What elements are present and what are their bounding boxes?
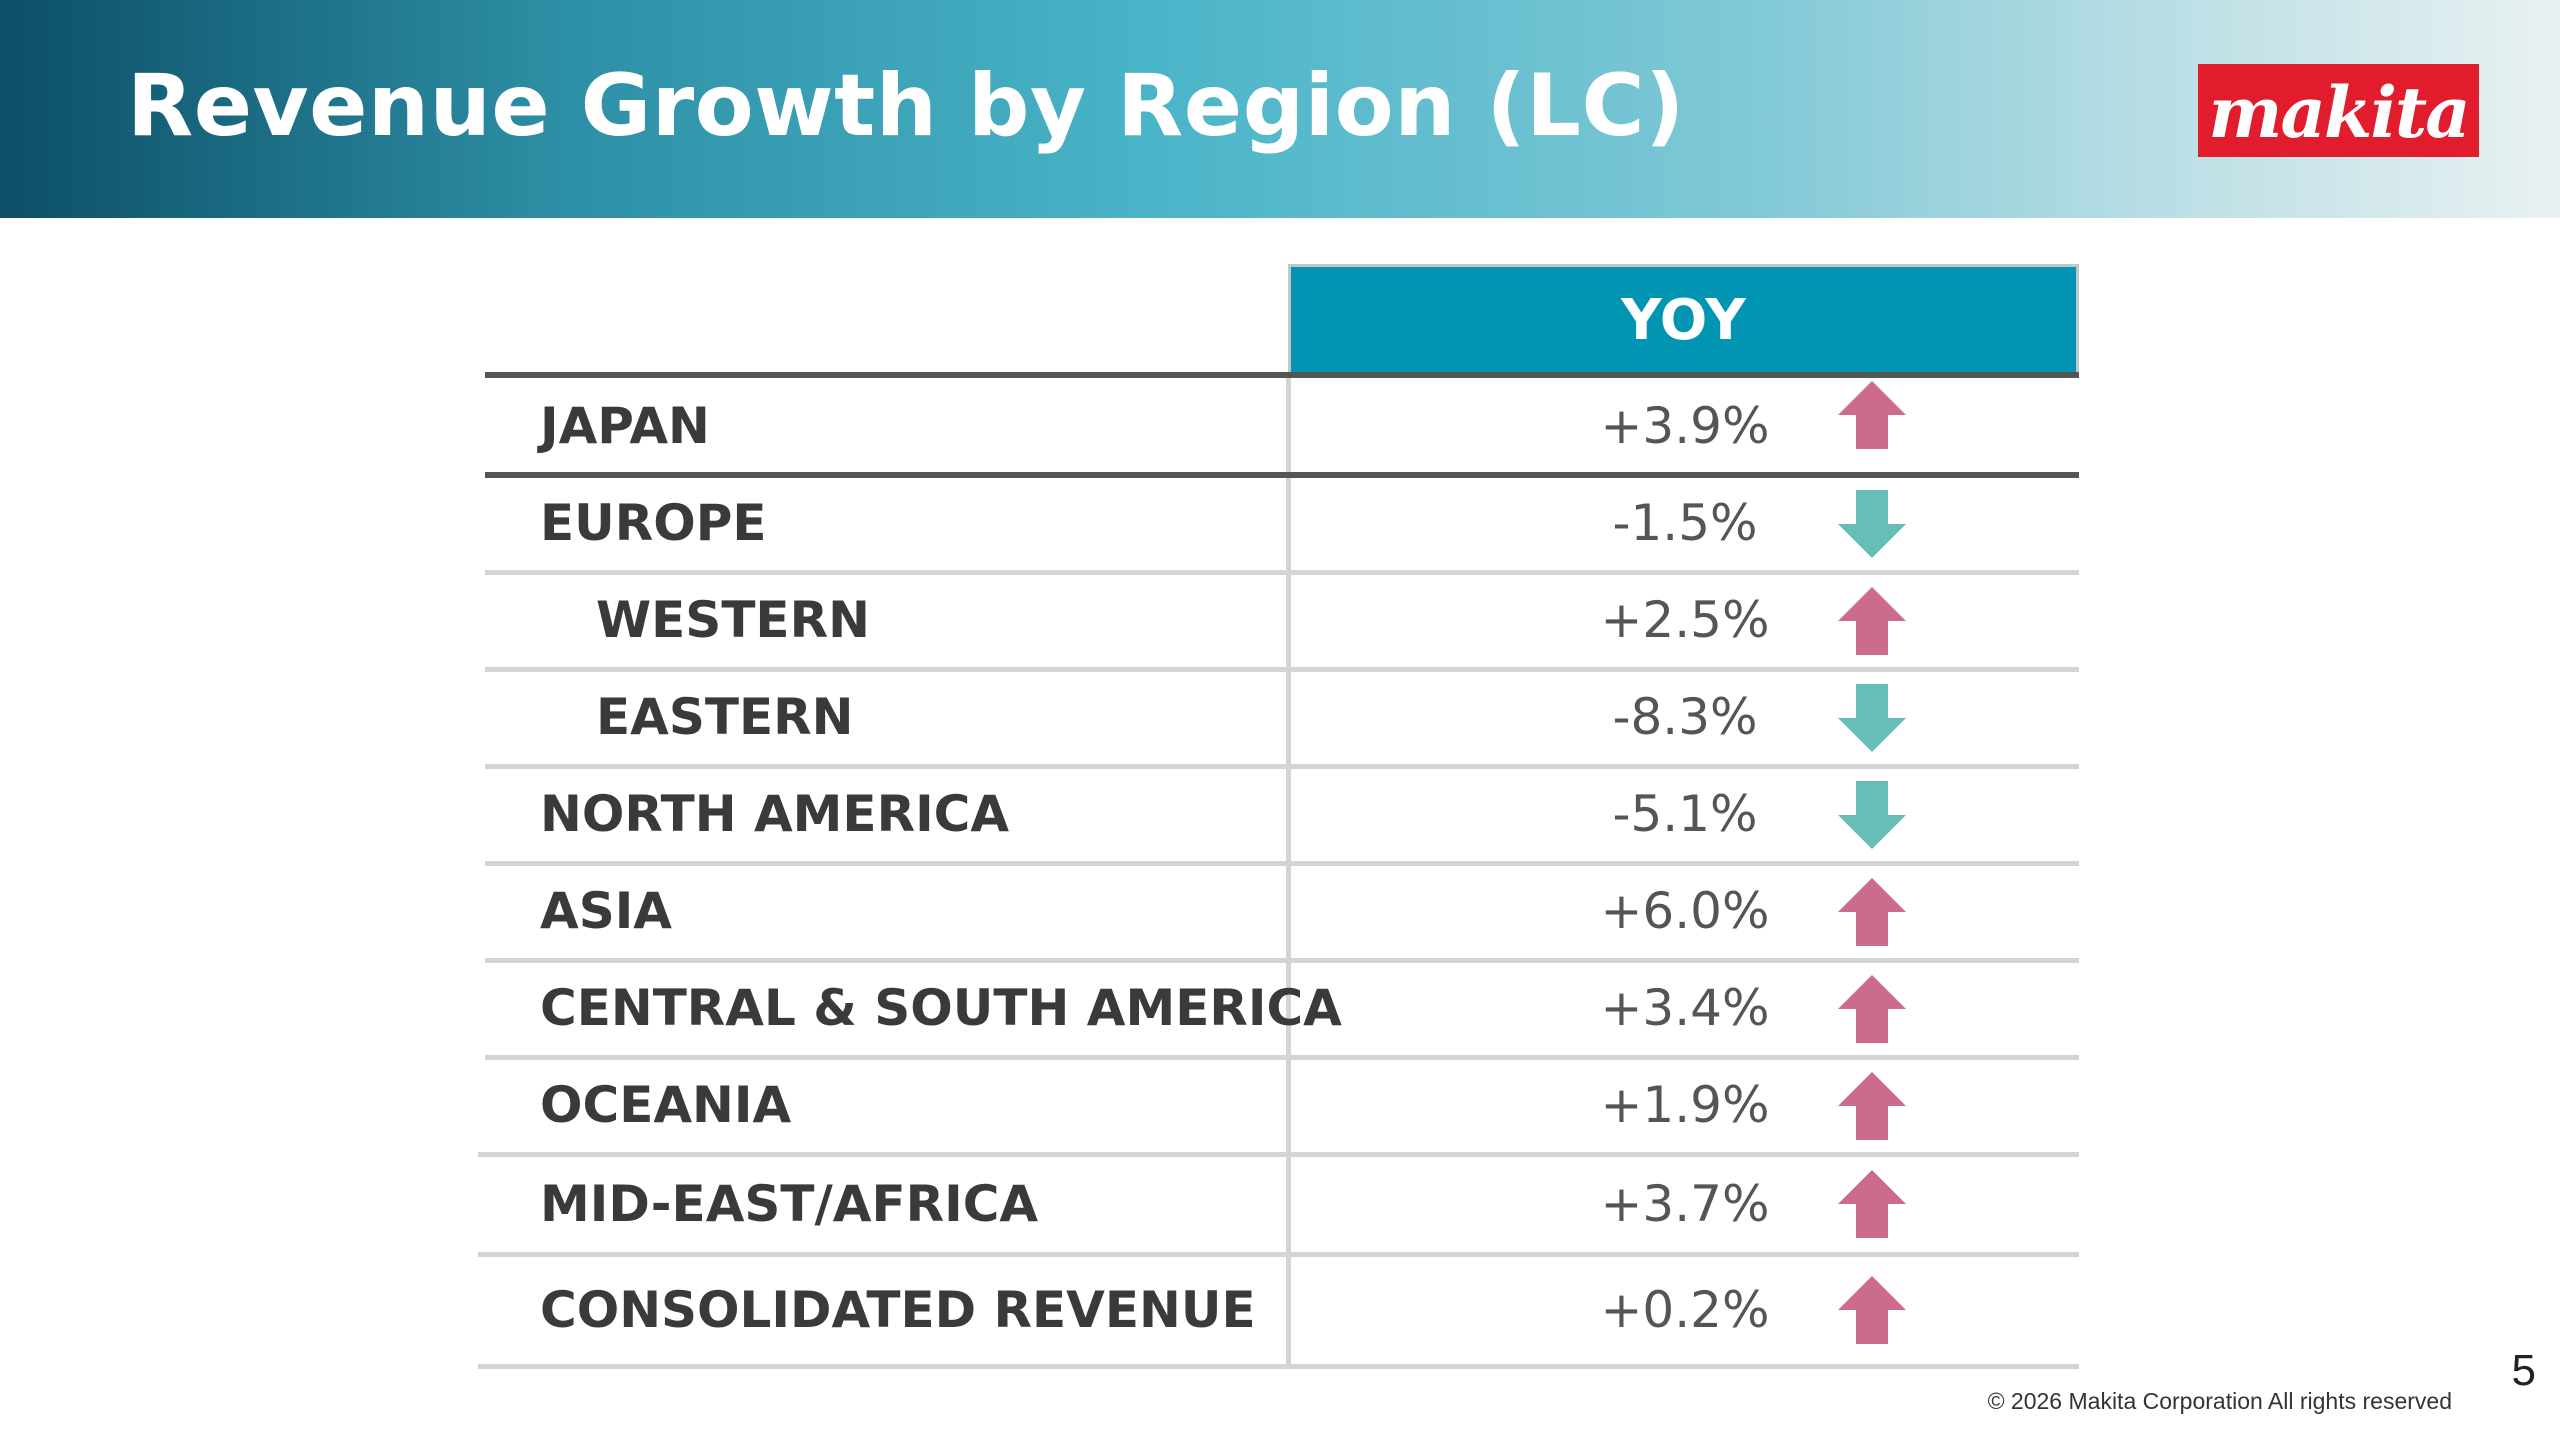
- region-label: ASIA: [540, 882, 673, 940]
- region-label: CONSOLIDATED REVENUE: [540, 1280, 1256, 1339]
- yoy-value: +1.9%: [1600, 1076, 1770, 1134]
- row-divider: [485, 764, 2079, 769]
- column-divider: [1286, 376, 1291, 1366]
- down-arrow-icon: [1838, 780, 1906, 849]
- makita-logo: makita: [2198, 64, 2479, 157]
- up-arrow-icon: [1838, 1071, 1906, 1140]
- down-arrow-icon: [1838, 683, 1906, 752]
- up-arrow-icon: [1838, 974, 1906, 1043]
- yoy-value: +0.2%: [1600, 1280, 1770, 1339]
- yoy-value: -8.3%: [1612, 688, 1758, 746]
- region-label: EASTERN: [596, 688, 854, 746]
- row-divider: [485, 1055, 2079, 1060]
- page-title: Revenue Growth by Region (LC): [127, 56, 1685, 156]
- yoy-column-header: YOY: [1288, 264, 2079, 378]
- up-arrow-icon: [1838, 1170, 1906, 1238]
- yoy-value: +2.5%: [1600, 591, 1770, 649]
- row-divider: [485, 667, 2079, 672]
- row-divider: [478, 1152, 2079, 1157]
- up-arrow-icon: [1838, 586, 1906, 655]
- yoy-value: +3.9%: [1600, 397, 1770, 455]
- row-divider: [485, 958, 2079, 963]
- region-label: JAPAN: [540, 397, 710, 455]
- table-top-rule: [485, 372, 2079, 378]
- yoy-value: -1.5%: [1612, 494, 1758, 552]
- region-label: CENTRAL & SOUTH AMERICA: [540, 979, 1342, 1037]
- row-divider: [478, 1364, 2079, 1369]
- row-divider: [485, 570, 2079, 575]
- row-divider: [478, 1252, 2079, 1257]
- region-label: MID-EAST/AFRICA: [540, 1174, 1039, 1233]
- yoy-value: -5.1%: [1612, 785, 1758, 843]
- region-label: EUROPE: [540, 494, 767, 552]
- row-divider: [485, 472, 2079, 478]
- region-label: OCEANIA: [540, 1076, 792, 1134]
- yoy-value: +3.4%: [1600, 979, 1770, 1037]
- region-label: WESTERN: [596, 591, 870, 649]
- up-arrow-icon: [1838, 380, 1906, 449]
- yoy-value: +3.7%: [1600, 1174, 1770, 1233]
- row-divider: [485, 861, 2079, 866]
- logo-text: makita: [2208, 71, 2470, 154]
- copyright-notice: © 2026 Makita Corporation All rights res…: [1987, 1388, 2452, 1414]
- page-number: 5: [2511, 1346, 2536, 1395]
- up-arrow-icon: [1838, 1276, 1906, 1344]
- title-banner: Revenue Growth by Region (LC) makita: [0, 0, 2560, 218]
- down-arrow-icon: [1838, 489, 1906, 558]
- up-arrow-icon: [1838, 877, 1906, 946]
- region-label: NORTH AMERICA: [540, 785, 1010, 843]
- yoy-value: +6.0%: [1600, 882, 1770, 940]
